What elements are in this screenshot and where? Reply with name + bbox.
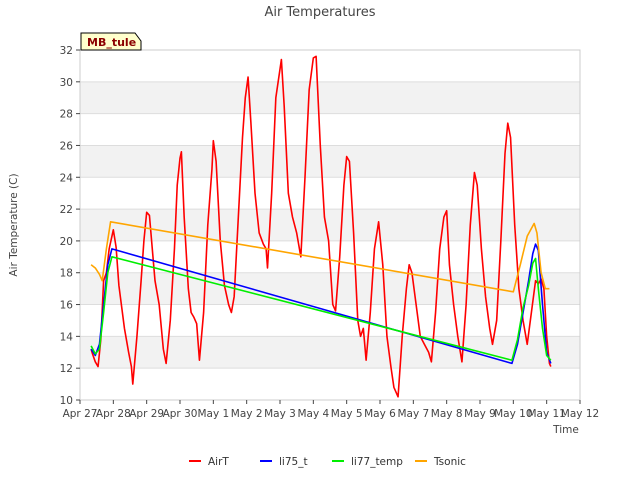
legend-label: li77_temp: [351, 456, 403, 468]
y-tick-label: 28: [60, 109, 73, 121]
grid-bands: [80, 81, 580, 369]
y-tick-label: 16: [60, 300, 74, 312]
legend-label: li75_t: [279, 456, 308, 468]
y-tick-label: 12: [60, 363, 73, 375]
series-layer: [90, 55, 552, 398]
x-tick-label: Apr 27: [63, 408, 98, 420]
site-label-text: MB_tule: [87, 36, 136, 49]
series-line-airt: [90, 55, 552, 398]
x-tick-label: May 9: [464, 408, 496, 420]
legend-label: AirT: [208, 456, 229, 468]
x-tick-label: May 12: [561, 408, 599, 420]
y-tick-label: 24: [60, 172, 74, 184]
x-tick-label: May 11: [527, 408, 565, 420]
x-tick-label: May 8: [431, 408, 463, 420]
site-label: MB_tule: [80, 32, 142, 51]
site-label-box: [80, 32, 142, 51]
x-tick-label: May 10: [494, 408, 532, 420]
x-tick-label: May 7: [397, 408, 429, 420]
plot-frame: [79, 49, 581, 401]
x-tick-label: May 1: [197, 408, 229, 420]
y-tick-label: 22: [60, 204, 73, 216]
x-tick-label: May 6: [364, 408, 396, 420]
grid-band: [80, 336, 580, 369]
x-tick-label: May 4: [297, 408, 329, 420]
x-tick-label: Apr 28: [96, 408, 131, 420]
x-tick-label: Apr 30: [163, 408, 198, 420]
y-tick-label: 10: [60, 395, 73, 407]
x-tick-label: May 5: [331, 408, 363, 420]
y-axis-label: Air Temperature (C): [8, 173, 20, 276]
legend-label: Tsonic: [433, 456, 466, 468]
x-tick-label: May 3: [264, 408, 296, 420]
y-tick-label: 18: [60, 268, 73, 280]
legend: AirT li75_t li77_temp Tsonic: [189, 456, 466, 468]
x-tick-label: May 2: [231, 408, 263, 420]
y-tick-label: 14: [60, 331, 74, 343]
series-line-tsonic: [90, 221, 550, 293]
y-tick-label: 32: [60, 45, 73, 57]
series-line-li77-temp: [90, 256, 552, 362]
x-tick-label: Apr 29: [129, 408, 164, 420]
chart-title: Air Temperatures: [264, 5, 375, 20]
grid-band: [80, 81, 580, 114]
y-tick-label: 26: [60, 140, 74, 152]
grid-band: [80, 209, 580, 241]
y-axis-ticks: 10 12 14 16 18 20 22 24 26 28 30 32: [60, 45, 80, 407]
y-tick-label: 20: [60, 236, 73, 248]
y-tick-label: 30: [60, 77, 73, 89]
x-axis-label: Time: [552, 424, 579, 436]
grid-band: [80, 145, 580, 178]
